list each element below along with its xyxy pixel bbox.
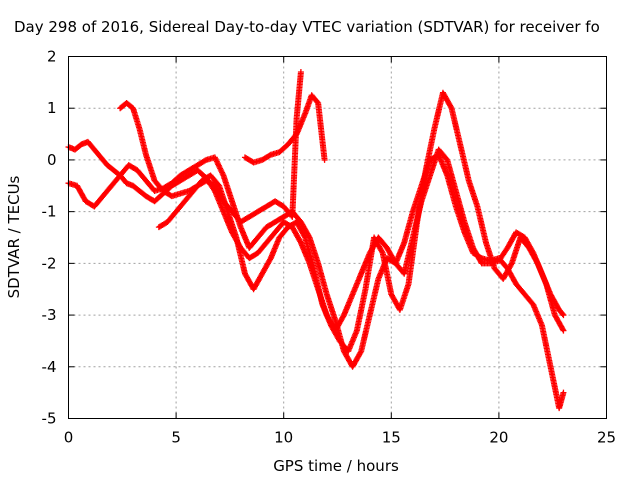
y-tick-label: 0 [47,151,57,169]
y-tick-label: -1 [42,203,57,221]
data-point [267,256,274,263]
data-point [447,103,454,110]
data-point [533,259,540,266]
data-point [321,156,328,163]
data-series [65,146,567,370]
data-point [559,326,566,333]
data-series [65,138,567,412]
x-tick-label: 10 [274,429,293,447]
plot-frame [68,56,607,419]
series-layer [65,69,567,412]
x-tick-label: 5 [171,429,181,447]
x-tick-label: 20 [489,429,508,447]
y-tick-label: -3 [42,306,57,324]
y-tick-label: -5 [42,410,57,428]
chart-title: Day 298 of 2016, Sidereal Day-to-day VTE… [14,18,600,36]
data-point [297,69,304,76]
data-point [357,349,364,356]
x-axis-label: GPS time / hours [273,457,399,475]
data-point [560,312,567,319]
data-point [560,389,567,396]
data-point [340,313,347,320]
y-tick-label: -2 [42,254,57,272]
data-point [297,238,304,245]
data-series [117,69,304,225]
data-series [241,92,328,166]
data-point [378,248,385,255]
y-tick-label: -4 [42,358,57,376]
data-point [560,327,567,334]
data-point [508,261,515,268]
y-tick-label: 1 [47,99,57,117]
data-point [314,98,321,105]
x-tick-label: 25 [597,429,616,447]
y-tick-label: 2 [47,48,57,66]
data-point [266,152,273,159]
x-tick-label: 15 [382,429,401,447]
data-point [559,311,566,318]
y-axis-label: SDTVAR / TECUs [5,175,23,298]
data-point [201,157,208,164]
grid [68,56,607,419]
x-tick-label: 0 [64,429,74,447]
data-point [301,233,308,240]
data-series [155,89,567,355]
